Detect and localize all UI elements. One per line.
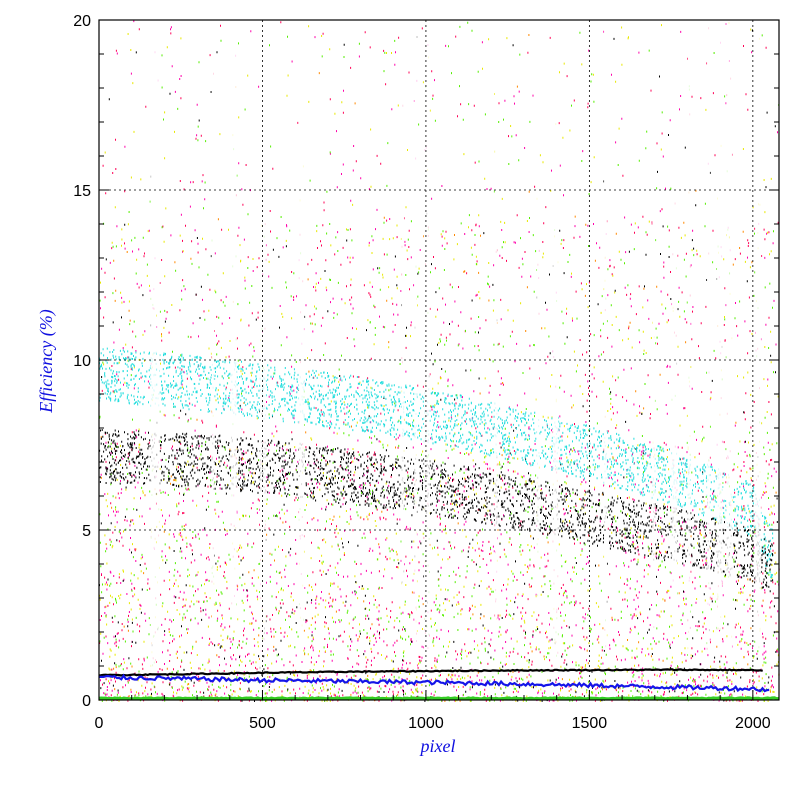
- gap-18: [716, 20, 723, 630]
- y-tick-label-0: 0: [82, 693, 91, 710]
- y-tick-label-2: 10: [73, 353, 91, 370]
- gap-12: [552, 20, 559, 670]
- gap-1: [156, 20, 160, 650]
- gap-0: [150, 20, 157, 670]
- gap-3: [230, 20, 237, 610]
- scatter-points-2: [99, 21, 780, 702]
- gap-16: [687, 20, 691, 670]
- series-line-2: [98, 696, 780, 701]
- band-points-0: [99, 347, 774, 579]
- gap-17: [706, 20, 710, 650]
- gap-8: [414, 20, 418, 670]
- gap-20: [729, 20, 733, 670]
- series-line-0: [98, 668, 763, 677]
- y-tick-label-3: 15: [73, 183, 91, 200]
- x-tick-label-0: 0: [95, 715, 104, 732]
- x-tick-label-2: 1000: [408, 715, 444, 732]
- scatter-points-0: [99, 20, 780, 703]
- grid: [99, 20, 779, 700]
- series-line-1: [99, 673, 770, 693]
- gap-13: [604, 20, 608, 650]
- gap-19: [726, 20, 730, 610]
- y-tick-label-1: 5: [82, 523, 91, 540]
- gap-10: [494, 20, 498, 630]
- gap-14: [652, 20, 656, 630]
- y-ticks: 0 5 10 15 20: [73, 13, 779, 710]
- gap-4: [259, 20, 263, 670]
- x-tick-label-3: 1500: [572, 715, 608, 732]
- y-tick-label-4: 20: [73, 13, 91, 30]
- gap-6: [298, 20, 305, 630]
- gap-7: [401, 20, 405, 610]
- gap-11: [536, 20, 540, 610]
- gaps: [150, 20, 762, 670]
- x-axis-title: pixel: [419, 736, 456, 756]
- gap-15: [671, 20, 678, 610]
- x-ticks: 0 500 1000 1500 2000: [95, 690, 771, 732]
- series-lines: [98, 668, 780, 701]
- gap-21: [755, 20, 762, 650]
- gap-2: [211, 20, 215, 630]
- scatter-cloud: [99, 20, 780, 703]
- y-axis-title: Efficiency (%): [36, 309, 57, 413]
- x-tick-label-4: 2000: [735, 715, 771, 732]
- x-tick-label-1: 500: [249, 715, 276, 732]
- gap-9: [423, 20, 430, 650]
- gap-5: [263, 20, 267, 650]
